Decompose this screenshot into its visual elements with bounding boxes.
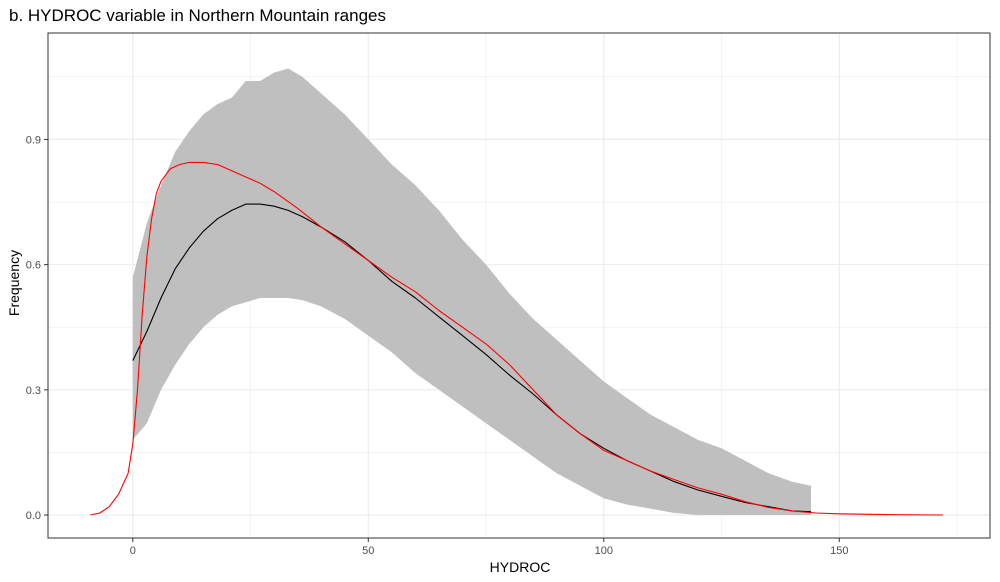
chart-title: b. HYDROC variable in Northern Mountain …: [9, 6, 387, 25]
reference-line: [90, 161, 943, 516]
y-axis-title: Frequency: [6, 250, 22, 316]
confidence-band: [132, 68, 812, 515]
x-tick-label: 150: [830, 545, 848, 557]
x-tick-label: 0: [130, 545, 136, 557]
mean-line: [132, 203, 812, 513]
y-tick-label: 0.3: [26, 385, 41, 397]
y-tick-label: 0.0: [26, 510, 41, 522]
y-tick-label: 0.6: [26, 260, 41, 272]
confidence-band-layer: [132, 68, 812, 515]
axis-ticks: 0 50 100 150 0.0 0.3 0.6 0.9: [26, 134, 849, 557]
series-layer: [90, 161, 943, 516]
y-tick-label: 0.9: [26, 134, 41, 146]
panel-border: [47, 32, 991, 539]
x-tick-label: 50: [362, 545, 374, 557]
x-axis-title: HYDROC: [490, 559, 551, 575]
x-tick-label: 100: [595, 545, 613, 557]
